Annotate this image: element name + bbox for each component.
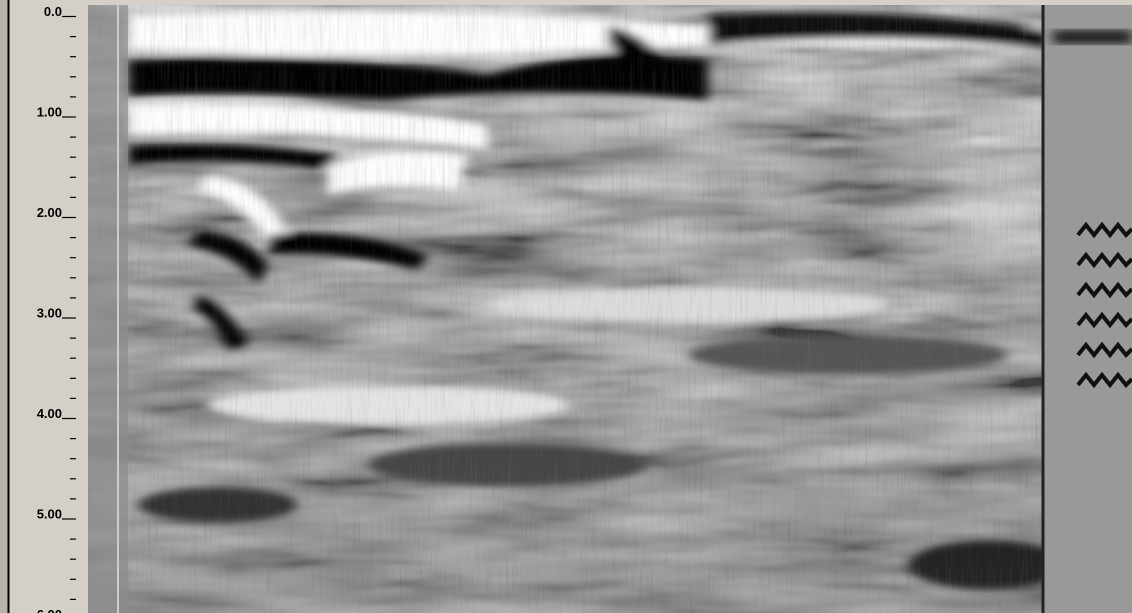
depth-axis: 0.0 1.00 2.00 3.00 4.00 5.00 6.00 bbox=[0, 0, 88, 613]
radargram-window: 0.0 1.00 2.00 3.00 4.00 5.00 6.00 bbox=[0, 0, 1132, 613]
depth-label: 2.00 bbox=[37, 205, 62, 220]
depth-label: 3.00 bbox=[37, 306, 62, 321]
depth-label: 6.00 bbox=[37, 607, 62, 613]
depth-label: 4.00 bbox=[37, 406, 62, 421]
depth-label: 0.0 bbox=[44, 4, 62, 19]
radargram-image bbox=[88, 5, 1132, 613]
depth-label: 5.00 bbox=[37, 507, 62, 522]
axis-edge bbox=[0, 0, 8, 613]
depth-label: 1.00 bbox=[37, 105, 62, 120]
